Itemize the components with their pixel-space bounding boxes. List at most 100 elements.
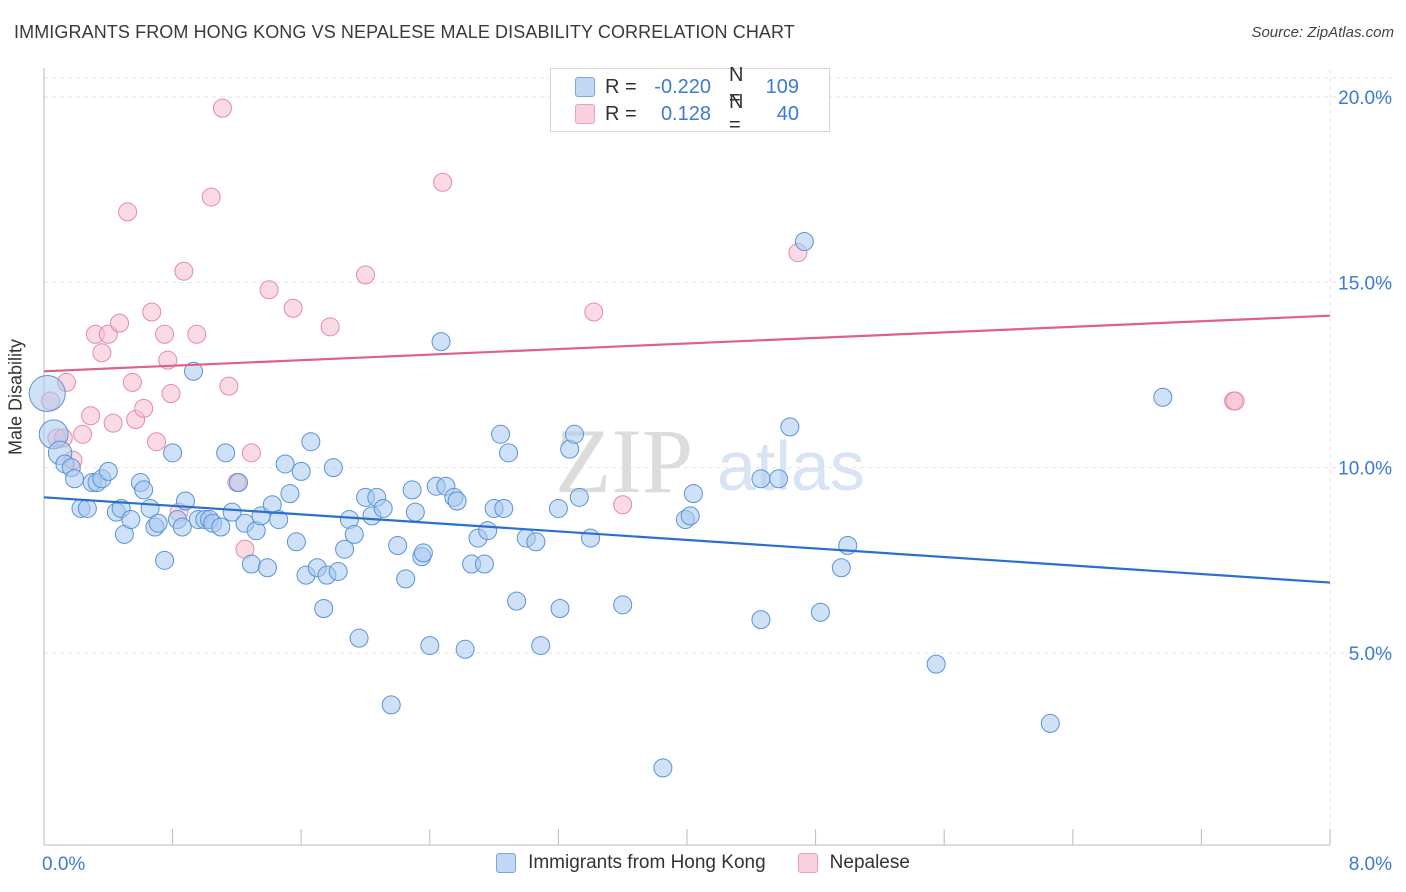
- nepalese-point: [92, 343, 112, 363]
- hong-kong-point: [431, 332, 451, 352]
- hong-kong-point: [831, 558, 851, 578]
- nepalese-point: [241, 443, 261, 463]
- hong-kong-point: [28, 375, 66, 413]
- legend-r-value: -0.220: [654, 75, 711, 98]
- nepalese-point: [259, 280, 279, 300]
- y-tick-label: 5.0%: [1349, 644, 1392, 665]
- hong-kong-point: [455, 639, 475, 659]
- hong-kong-point: [420, 636, 440, 656]
- hong-kong-point: [581, 528, 601, 548]
- nepalese-point: [174, 261, 194, 281]
- legend-swatch-pink: [575, 104, 595, 124]
- legend-n-value: 40: [776, 102, 799, 125]
- legend-r-value: 0.128: [660, 102, 711, 125]
- nepalese-point: [1225, 391, 1245, 411]
- hong-kong-point: [275, 454, 295, 474]
- legend-swatch-pink: [797, 853, 818, 873]
- nepalese-point: [283, 298, 303, 318]
- legend-r-label: R =: [605, 102, 637, 125]
- x-tick-label: 8.0%: [1349, 854, 1392, 875]
- hong-kong-point: [402, 480, 422, 500]
- hong-kong-point: [257, 558, 277, 578]
- hong-kong-point: [229, 472, 249, 492]
- hong-kong-point: [751, 469, 771, 489]
- x-tick-label: 0.0%: [42, 854, 85, 875]
- hong-kong-point: [148, 513, 168, 533]
- legend-n-value: 109: [765, 75, 799, 98]
- hong-kong-point: [301, 432, 321, 452]
- legend-label-hong-kong: Immigrants from Hong Kong: [528, 852, 766, 873]
- hong-kong-point: [1153, 387, 1173, 407]
- hong-kong-point: [65, 469, 85, 489]
- legend-label-nepalese: Nepalese: [829, 852, 910, 873]
- tick-labels: 5.0% 10.0% 15.0% 20.0% 0.0% 8.0%: [42, 88, 1392, 875]
- nepalese-point: [584, 302, 604, 322]
- nepalese-point: [122, 372, 142, 392]
- nepalese-point: [201, 187, 221, 207]
- nepalese-trend-line: [43, 314, 1331, 373]
- hong-kong-point: [550, 599, 570, 619]
- hong-kong-point: [155, 550, 175, 570]
- nepalese-point: [219, 376, 239, 396]
- hong-kong-point: [388, 536, 408, 556]
- hong-kong-point: [98, 461, 118, 481]
- hong-kong-point: [183, 361, 203, 381]
- hong-kong-points: [28, 232, 1173, 778]
- nepalese-point: [161, 384, 181, 404]
- hong-kong-point: [494, 498, 514, 518]
- hong-kong-point: [794, 232, 814, 252]
- correlation-legend: R = -0.220 N = 109 R = 0.128 N = 40: [550, 64, 830, 136]
- y-tick-label: 10.0%: [1338, 459, 1392, 480]
- hong-kong-point: [613, 595, 633, 615]
- hong-kong-point: [491, 424, 511, 444]
- nepalese-point: [73, 424, 93, 444]
- hong-kong-trend-line: [43, 496, 1331, 584]
- hong-kong-point: [222, 502, 242, 522]
- hong-kong-point: [323, 458, 343, 478]
- nepalese-point: [134, 398, 154, 418]
- y-axis-label: Male Disability: [5, 338, 26, 455]
- legend-row-nepalese: R = 0.128 N = 40: [575, 91, 799, 136]
- hong-kong-point: [373, 498, 393, 518]
- hong-kong-point: [413, 543, 433, 563]
- legend-r-label: R =: [605, 75, 637, 98]
- hong-kong-point: [163, 443, 183, 463]
- hong-kong-point: [447, 491, 467, 511]
- nepalese-point: [212, 98, 232, 118]
- hong-kong-point: [474, 554, 494, 574]
- hong-kong-point: [680, 506, 700, 526]
- hong-kong-point: [405, 502, 425, 522]
- hong-kong-point: [172, 517, 192, 537]
- hong-kong-point: [751, 610, 771, 630]
- hong-kong-point: [569, 487, 589, 507]
- series-legend: Immigrants from Hong Kong Nepalese: [0, 852, 1406, 874]
- hong-kong-point: [286, 532, 306, 552]
- hong-kong-point: [211, 517, 231, 537]
- nepalese-point: [613, 495, 633, 515]
- axes: [43, 68, 1331, 846]
- nepalese-point: [81, 406, 101, 426]
- chart-title: IMMIGRANTS FROM HONG KONG VS NEPALESE MA…: [14, 22, 795, 42]
- legend-swatch-blue: [575, 77, 595, 97]
- hong-kong-point: [291, 461, 311, 481]
- legend-n-label: N =: [729, 91, 744, 136]
- nepalese-point: [433, 172, 453, 192]
- hong-kong-point: [77, 498, 97, 518]
- legend-item-nepalese: Nepalese: [797, 852, 910, 874]
- nepalese-point: [103, 413, 123, 433]
- nepalese-point: [110, 313, 130, 333]
- hong-kong-point: [564, 424, 584, 444]
- hong-kong-point: [121, 510, 141, 530]
- hong-kong-point: [531, 636, 551, 656]
- hong-kong-point: [280, 484, 300, 504]
- hong-kong-point: [241, 554, 261, 574]
- hong-kong-point: [396, 569, 416, 589]
- nepalese-point: [147, 432, 167, 452]
- hong-kong-point: [216, 443, 236, 463]
- hong-kong-point: [683, 484, 703, 504]
- hong-kong-point: [381, 695, 401, 715]
- hong-kong-point: [478, 521, 498, 541]
- nepalese-point: [320, 317, 340, 337]
- hong-kong-point: [344, 524, 364, 544]
